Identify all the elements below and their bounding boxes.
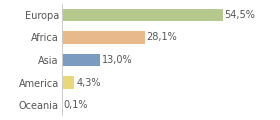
Bar [62, 31, 145, 44]
Text: 4,3%: 4,3% [76, 78, 101, 87]
Text: 13,0%: 13,0% [102, 55, 132, 65]
Bar [62, 76, 74, 89]
Text: 0,1%: 0,1% [64, 100, 88, 110]
Text: 28,1%: 28,1% [146, 33, 177, 42]
Bar [62, 54, 100, 66]
Bar [62, 9, 223, 21]
Text: 54,5%: 54,5% [225, 10, 255, 20]
